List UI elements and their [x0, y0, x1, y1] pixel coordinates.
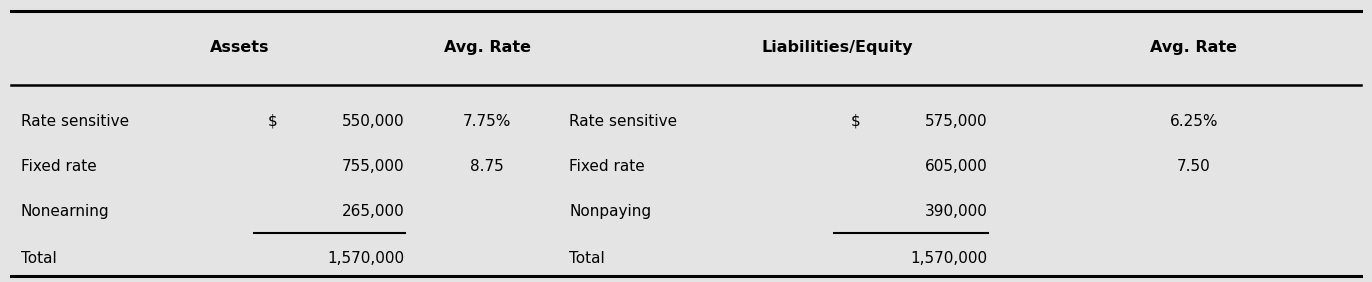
Text: 6.25%: 6.25%: [1169, 114, 1218, 129]
Text: 755,000: 755,000: [342, 159, 405, 174]
Text: Avg. Rate: Avg. Rate: [1150, 40, 1238, 56]
Text: 7.75%: 7.75%: [462, 114, 512, 129]
Text: Rate sensitive: Rate sensitive: [569, 114, 678, 129]
Text: Avg. Rate: Avg. Rate: [443, 40, 531, 56]
Text: Rate sensitive: Rate sensitive: [21, 114, 129, 129]
Text: Liabilities/Equity: Liabilities/Equity: [761, 40, 912, 56]
Text: 550,000: 550,000: [342, 114, 405, 129]
Text: Fixed rate: Fixed rate: [569, 159, 645, 174]
Text: 8.75: 8.75: [471, 159, 504, 174]
Text: Nonearning: Nonearning: [21, 204, 110, 219]
Text: 1,570,000: 1,570,000: [911, 250, 988, 266]
Text: 7.50: 7.50: [1177, 159, 1210, 174]
Text: Fixed rate: Fixed rate: [21, 159, 96, 174]
Text: 605,000: 605,000: [925, 159, 988, 174]
Text: 1,570,000: 1,570,000: [328, 250, 405, 266]
Text: 265,000: 265,000: [342, 204, 405, 219]
Text: $: $: [268, 114, 277, 129]
Text: Assets: Assets: [210, 40, 270, 56]
Text: $: $: [851, 114, 860, 129]
Text: 390,000: 390,000: [925, 204, 988, 219]
Text: Total: Total: [569, 250, 605, 266]
Text: Nonpaying: Nonpaying: [569, 204, 652, 219]
Text: Total: Total: [21, 250, 56, 266]
Text: 575,000: 575,000: [925, 114, 988, 129]
